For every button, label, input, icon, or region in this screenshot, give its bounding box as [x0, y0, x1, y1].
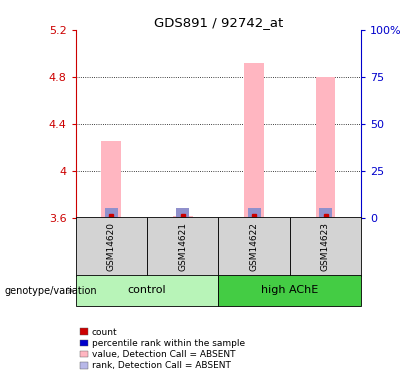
- Bar: [76, 217, 147, 276]
- Text: GSM14620: GSM14620: [107, 222, 116, 271]
- Text: genotype/variation: genotype/variation: [4, 286, 97, 296]
- Text: GSM14621: GSM14621: [178, 222, 187, 271]
- Bar: [315, 77, 336, 218]
- Text: control: control: [128, 285, 166, 295]
- Bar: [176, 209, 189, 218]
- Text: high AChE: high AChE: [261, 285, 318, 295]
- Bar: [290, 217, 361, 276]
- Bar: [101, 141, 121, 218]
- Title: GDS891 / 92742_at: GDS891 / 92742_at: [154, 16, 283, 29]
- Text: GSM14622: GSM14622: [249, 222, 259, 271]
- Bar: [218, 275, 361, 306]
- Bar: [76, 275, 218, 306]
- Bar: [248, 207, 260, 218]
- Text: GSM14623: GSM14623: [321, 222, 330, 271]
- Bar: [173, 216, 193, 217]
- Bar: [147, 217, 218, 276]
- Bar: [218, 217, 290, 276]
- Bar: [244, 63, 264, 217]
- Bar: [319, 207, 332, 218]
- Legend: count, percentile rank within the sample, value, Detection Call = ABSENT, rank, : count, percentile rank within the sample…: [80, 328, 245, 370]
- Bar: [105, 207, 118, 218]
